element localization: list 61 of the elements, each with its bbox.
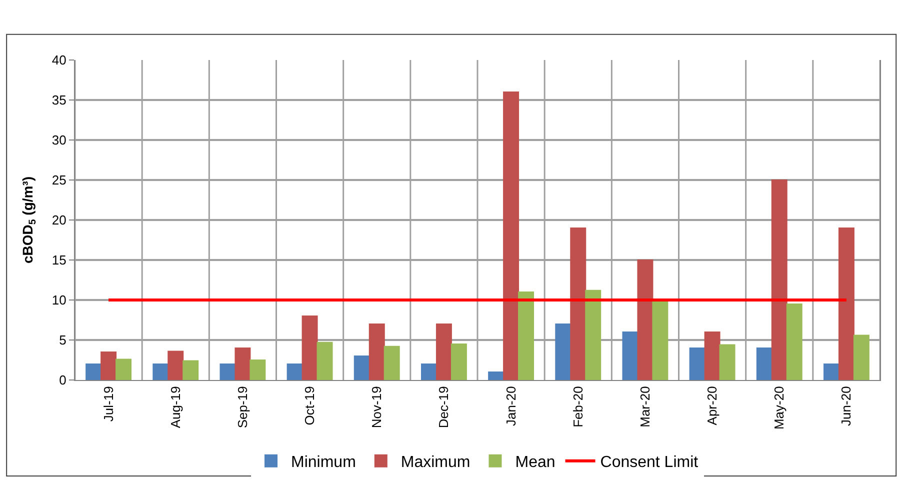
bar — [234, 348, 251, 380]
bar — [823, 364, 840, 380]
legend-label: Consent Limit — [600, 454, 699, 472]
bar — [450, 344, 467, 380]
bar — [182, 360, 199, 380]
legend-label: Maximum — [400, 454, 470, 472]
bar — [503, 92, 520, 380]
bar — [220, 364, 236, 380]
y-tick-label: 20 — [52, 212, 66, 228]
y-tick-label: 15 — [52, 252, 66, 268]
bar — [771, 180, 788, 380]
bar — [786, 304, 802, 380]
bar — [420, 364, 437, 380]
bar — [116, 358, 132, 380]
bar — [302, 316, 318, 380]
x-tick-label: Jul-19 — [100, 386, 116, 422]
bar — [637, 260, 654, 380]
bar — [286, 364, 303, 380]
y-tick-label: 10 — [52, 292, 66, 308]
bar — [853, 334, 870, 380]
x-tick-label: Jun-20 — [838, 386, 854, 426]
y-tick-label: 5 — [59, 332, 66, 348]
x-tick-label: Mar-20 — [637, 386, 652, 428]
x-tick-label: Apr-20 — [704, 386, 720, 426]
bar — [384, 346, 400, 380]
bar — [168, 350, 184, 380]
bar — [86, 364, 102, 380]
x-tick-label: May-20 — [772, 386, 787, 430]
bar — [719, 344, 736, 380]
bar — [436, 324, 452, 380]
bar — [689, 348, 706, 380]
bar — [152, 364, 169, 380]
bar — [368, 324, 385, 380]
bar — [838, 228, 854, 380]
y-tick-label: 35 — [52, 92, 66, 108]
bar — [518, 292, 534, 380]
x-tick-label: Nov-19 — [369, 386, 384, 428]
bar — [316, 342, 333, 380]
bar — [622, 332, 638, 380]
legend-label: Minimum — [291, 454, 356, 472]
x-tick-label: Jan-20 — [503, 386, 518, 426]
bar — [250, 360, 266, 380]
x-tick-label: Dec-19 — [436, 386, 452, 428]
bar — [756, 348, 772, 380]
bar — [100, 352, 117, 380]
bar — [704, 332, 720, 380]
x-tick-label: Sep-19 — [234, 386, 250, 428]
bar — [354, 356, 370, 380]
bar — [555, 324, 572, 380]
x-tick-label: Feb-20 — [570, 386, 586, 428]
legend-label: Mean — [515, 454, 556, 472]
y-tick-label: 40 — [52, 52, 66, 68]
bar — [585, 290, 602, 380]
y-tick-label: 0 — [59, 372, 66, 388]
y-tick-label: 25 — [52, 172, 66, 188]
x-tick-label: Aug-19 — [168, 386, 183, 428]
bar — [488, 372, 504, 380]
x-tick-label: Oct-19 — [302, 386, 318, 426]
bar — [570, 228, 586, 380]
bar — [652, 300, 668, 380]
y-tick-label: 30 — [52, 132, 66, 148]
